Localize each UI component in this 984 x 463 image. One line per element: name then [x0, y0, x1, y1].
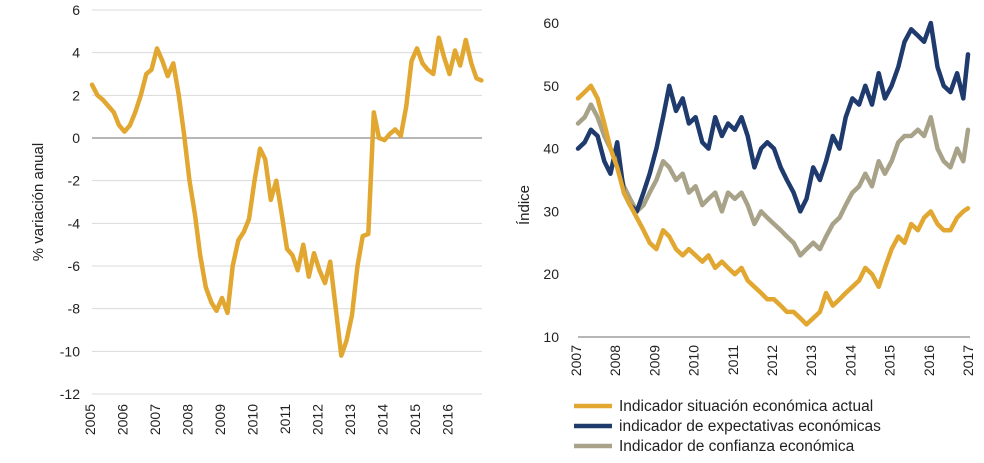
left-x-tick-label: 2011 [277, 404, 293, 434]
right-y-tick-label: 30 [543, 203, 559, 219]
left-y-tick-label: 4 [72, 45, 80, 61]
left-x-tick-label: 2009 [212, 404, 228, 435]
right-x-tick-label: 2013 [803, 345, 819, 376]
right-series-lines [575, 20, 971, 327]
right-x-tick-label: 2011 [725, 345, 741, 375]
right-y-tick-label: 40 [543, 141, 559, 157]
left-chart-panel: % variación anual 6 4 2 0 -2 -4 -6 -8 -10 -12 200… [30, 2, 484, 435]
left-x-tick-label: 2014 [375, 404, 391, 435]
left-x-tick-labels: 2005 2006 2007 2008 2009 2010 2011 2012 2013 2014… [82, 404, 456, 435]
left-y-tick-labels: 6 4 2 0 -2 -4 -6 -8 -10 -12 [60, 2, 80, 402]
right-series-line [575, 102, 971, 258]
legend-label: Indicador situación económica actual [619, 398, 873, 415]
right-x-tick-label: 2010 [686, 345, 702, 376]
legend-label: Indicador de confianza económica [619, 438, 855, 455]
left-y-tick-label: -10 [60, 343, 80, 359]
left-x-tick-label: 2005 [82, 404, 98, 435]
right-x-tick-label: 2009 [646, 345, 662, 376]
right-x-tick-label: 2014 [842, 345, 858, 376]
left-x-tick-label: 2016 [440, 404, 456, 435]
left-x-tick-label: 2012 [310, 404, 326, 435]
right-x-tick-labels: 2007 2008 2009 2010 2011 2012 2013 2014 2015 2016… [568, 345, 976, 376]
right-y-tick-label: 20 [543, 266, 559, 282]
right-y-tick-label: 60 [543, 15, 559, 31]
left-x-tick-label: 2013 [342, 404, 358, 435]
left-y-tick-label: -4 [68, 215, 81, 231]
legend-label: indicador de expectativas económicas [619, 418, 881, 435]
right-x-tick-label: 2007 [568, 345, 584, 376]
left-x-tick-label: 2007 [147, 404, 163, 435]
left-x-tick-label: 2015 [407, 404, 423, 435]
left-series-lines [89, 35, 484, 358]
left-y-tick-label: -2 [68, 173, 81, 189]
left-y-tick-label: 0 [72, 130, 80, 146]
right-y-axis-title: Índice [516, 185, 533, 225]
right-y-tick-label: 10 [543, 329, 559, 345]
left-x-tick-label: 2006 [115, 404, 131, 435]
left-y-tick-label: -6 [68, 258, 81, 274]
right-y-tick-label: 50 [543, 78, 559, 94]
left-y-tick-label: -12 [60, 386, 80, 402]
right-x-tick-label: 2015 [882, 345, 898, 376]
left-y-tick-label: 2 [72, 87, 80, 103]
right-x-tick-label: 2008 [607, 345, 623, 376]
right-legend: Indicador situación económica actual indi… [574, 398, 881, 455]
left-x-tick-label: 2008 [180, 404, 196, 435]
right-y-tick-labels: 60 50 40 30 20 10 [543, 15, 559, 345]
left-y-tick-label: 6 [72, 2, 80, 18]
left-series-line [89, 35, 484, 358]
right-series-line [575, 83, 971, 327]
right-x-tick-label: 2017 [960, 345, 976, 376]
right-x-tick-label: 2016 [921, 345, 937, 376]
left-y-tick-label: -8 [68, 301, 81, 317]
right-series-line [575, 20, 971, 214]
left-y-axis-title: % variación anual [30, 143, 47, 261]
left-x-tick-label: 2010 [245, 404, 261, 435]
right-x-tick-label: 2012 [764, 345, 780, 376]
